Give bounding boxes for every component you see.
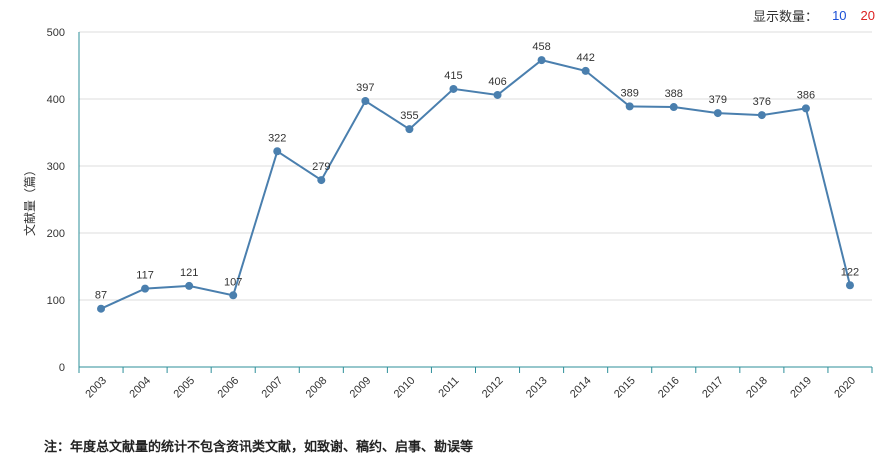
data-label-2009: 397 (356, 82, 374, 94)
data-points (97, 56, 854, 313)
data-label-2003: 87 (95, 290, 107, 302)
y-tick-label-100: 100 (47, 295, 65, 307)
x-tick-label-2015: 2015 (612, 375, 638, 401)
data-label-2008: 279 (312, 161, 330, 173)
x-tick-label-2014: 2014 (568, 375, 594, 401)
data-label-2006: 107 (224, 276, 242, 288)
display-count-option-10[interactable]: 10 (832, 8, 847, 23)
x-tick-label-2018: 2018 (744, 375, 770, 401)
x-tick-labels: 2003 2004 2005 2006 2007 2008 2009 2010 2011 2012… (83, 375, 858, 401)
data-label-2017: 379 (709, 94, 727, 106)
data-point-2010 (405, 125, 414, 134)
x-tick-label-2011: 2011 (436, 375, 461, 400)
y-tick-label-300: 300 (47, 161, 65, 173)
data-label-2004: 117 (136, 270, 154, 282)
display-count-label: 显示数量： (753, 9, 819, 24)
data-point-2012 (493, 90, 502, 99)
y-tick-label-0: 0 (59, 362, 65, 374)
x-tick-label-2012: 2012 (480, 375, 506, 401)
x-tick-label-2009: 2009 (348, 375, 374, 401)
data-label-2014: 442 (576, 52, 594, 64)
y-tick-label-400: 400 (47, 94, 65, 106)
x-tick-label-2008: 2008 (304, 375, 330, 401)
x-tick-label-2010: 2010 (392, 375, 418, 401)
x-tick-label-2006: 2006 (216, 375, 242, 401)
x-tick-label-2017: 2017 (700, 375, 726, 401)
data-point-2011 (449, 84, 458, 93)
data-label-2012: 406 (488, 76, 506, 88)
data-label-2019: 386 (797, 89, 815, 101)
x-tick-label-2004: 2004 (127, 375, 153, 401)
data-label-2010: 355 (400, 110, 418, 122)
y-tick-label-200: 200 (47, 228, 65, 240)
data-point-2017 (713, 109, 722, 118)
x-tick-label-2005: 2005 (171, 375, 197, 401)
data-label-2018: 376 (753, 96, 771, 108)
x-tick-label-2013: 2013 (524, 375, 550, 401)
data-point-2018 (757, 111, 766, 120)
data-label-2013: 458 (532, 41, 550, 53)
data-point-2008 (317, 176, 326, 185)
data-label-2011: 415 (444, 70, 462, 82)
data-point-2006 (229, 291, 238, 300)
data-point-2015 (625, 102, 634, 111)
data-point-2020 (845, 281, 854, 290)
series-line (100, 59, 851, 310)
data-label-2015: 389 (621, 87, 639, 99)
data-point-2005 (185, 281, 194, 290)
data-labels: 87 117 121 107 322 279 397 355 415 406 458 442 389 38… (95, 41, 859, 302)
axes (78, 32, 873, 373)
y-tick-label-500: 500 (47, 27, 65, 39)
footnote: 注：年度总文献量的统计不包含资讯类文献，如致谢、稿约、启事、勘误等 (44, 440, 474, 455)
x-tick-label-2007: 2007 (260, 375, 286, 401)
data-label-2005: 121 (180, 267, 198, 279)
data-point-2009 (361, 97, 370, 106)
display-count-option-20[interactable]: 20 (860, 8, 875, 23)
y-axis-label: 文献量（篇） (22, 164, 37, 236)
data-label-2020: 122 (841, 266, 859, 278)
data-point-2004 (141, 284, 150, 293)
x-tick-label-2016: 2016 (656, 375, 682, 401)
data-label-2007: 322 (268, 132, 286, 144)
data-label-2016: 388 (665, 88, 683, 100)
x-tick-label-2020: 2020 (832, 375, 858, 401)
grid-lines (79, 31, 872, 301)
x-tick-label-2003: 2003 (83, 375, 109, 401)
data-point-2003 (97, 304, 106, 313)
y-tick-labels: 0 100 200 300 400 500 (47, 27, 65, 374)
data-point-2016 (669, 103, 678, 112)
data-point-2014 (581, 66, 590, 75)
x-tick-label-2019: 2019 (788, 375, 814, 401)
display-count-control: 显示数量： 10 20 (753, 6, 875, 25)
data-point-2013 (537, 56, 546, 65)
data-point-2007 (273, 147, 282, 156)
data-point-2019 (801, 104, 810, 113)
